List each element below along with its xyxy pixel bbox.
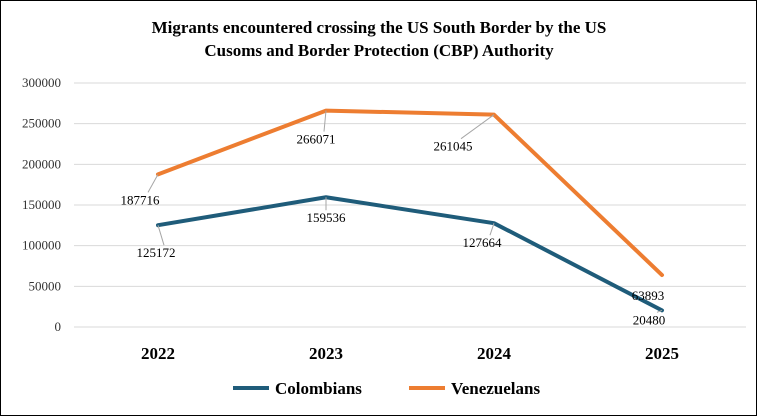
y-tick-label: 50000 (29, 278, 62, 293)
data-label-colombians: 125172 (137, 245, 176, 260)
data-label-leader (147, 174, 159, 193)
x-tick-label: 2023 (309, 344, 343, 363)
y-tick-label: 0 (55, 319, 62, 334)
y-tick-label: 250000 (22, 116, 61, 131)
x-tick-label: 2022 (141, 344, 175, 363)
data-label-leader (489, 223, 495, 236)
data-label-venezuelans: 266071 (297, 132, 336, 147)
data-label-leader (157, 225, 165, 246)
data-label-venezuelans: 63893 (632, 288, 665, 303)
legend-label-venezuelans: Venezuelans (451, 379, 540, 398)
data-label-venezuelans: 261045 (434, 139, 473, 154)
series-line-venezuelans (156, 108, 664, 278)
data-label-leader (323, 110, 327, 132)
series-line-colombians (156, 195, 664, 313)
data-label-colombians: 159536 (307, 210, 347, 225)
x-tick-label: 2025 (645, 344, 679, 363)
x-tick-label: 2024 (477, 344, 512, 363)
chart-title-line-1: Migrants encountered crossing the US Sou… (152, 18, 607, 37)
legend-label-colombians: Colombians (275, 379, 362, 398)
data-label-leader (656, 309, 663, 313)
y-tick-label: 300000 (22, 75, 61, 90)
data-label-venezuelans: 187716 (121, 192, 161, 207)
data-label-leader (460, 114, 495, 140)
y-tick-label: 200000 (22, 156, 61, 171)
data-label-colombians: 127664 (463, 235, 503, 250)
y-tick-label: 150000 (22, 197, 61, 212)
data-label-colombians: 20480 (633, 312, 666, 327)
chart-title-line-2: Cusoms and Border Protection (CBP) Autho… (204, 41, 554, 60)
y-tick-label: 100000 (22, 238, 61, 253)
